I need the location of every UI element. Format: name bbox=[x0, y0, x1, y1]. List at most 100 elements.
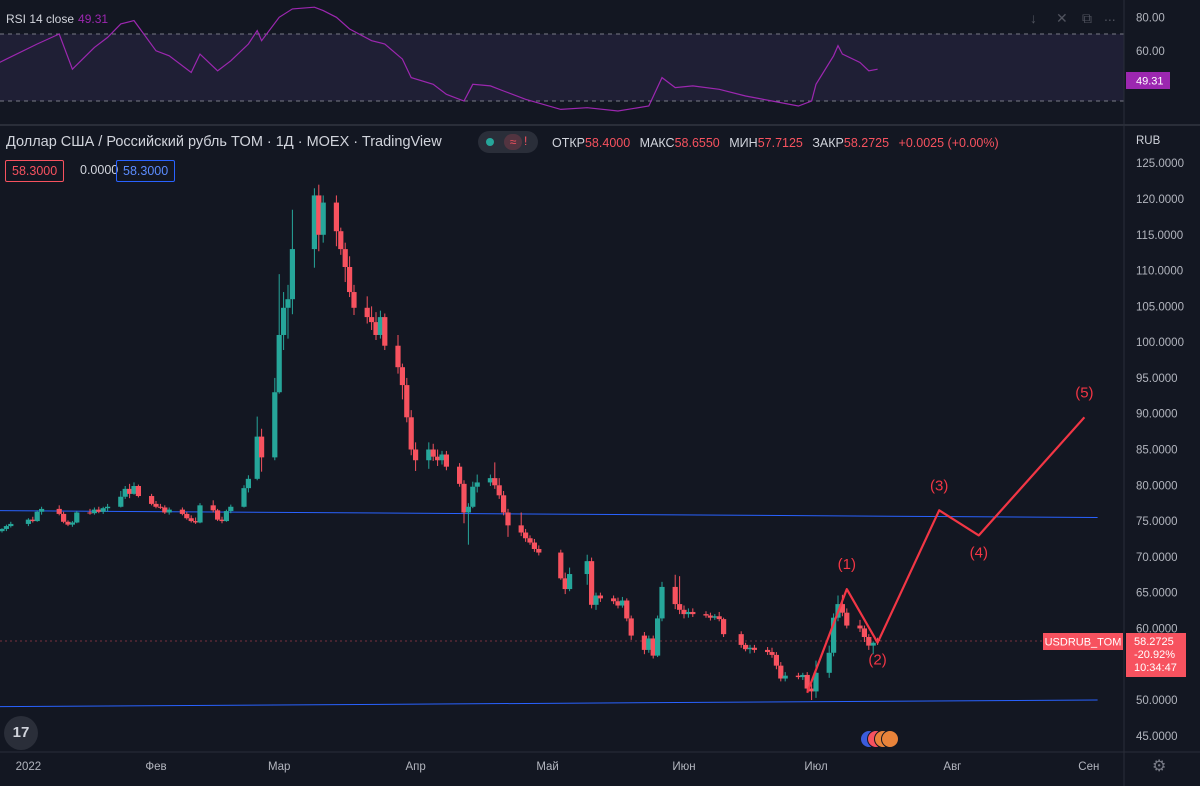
candle bbox=[289, 209, 295, 315]
candle-body bbox=[800, 674, 806, 678]
candle bbox=[34, 510, 40, 522]
wave-label: (3) bbox=[930, 477, 948, 494]
candle bbox=[351, 284, 357, 315]
candle-body bbox=[399, 367, 405, 386]
candle-body bbox=[430, 449, 436, 457]
candle bbox=[149, 493, 155, 506]
price-tick: 95.0000 bbox=[1136, 373, 1178, 385]
collapse-pane-icon[interactable]: ↓ bbox=[1030, 10, 1037, 26]
time-tick: Июл bbox=[804, 761, 827, 773]
candle-body bbox=[619, 600, 625, 606]
candle bbox=[333, 195, 339, 247]
candle-body bbox=[188, 518, 194, 522]
candle-body bbox=[738, 634, 744, 645]
candle-body bbox=[228, 506, 234, 512]
candle-body bbox=[474, 482, 480, 487]
candle bbox=[800, 672, 806, 680]
candle bbox=[399, 363, 405, 400]
candle bbox=[672, 574, 678, 610]
candle-body bbox=[34, 511, 40, 522]
candle-body bbox=[179, 509, 185, 514]
candle-body bbox=[351, 292, 357, 308]
candle bbox=[641, 632, 647, 655]
candle-body bbox=[769, 652, 775, 655]
candle bbox=[193, 517, 199, 524]
candle bbox=[443, 450, 449, 471]
candle bbox=[219, 516, 225, 524]
candle bbox=[395, 334, 401, 374]
candle bbox=[3, 524, 9, 532]
candle-body bbox=[773, 654, 779, 666]
close-pane-icon[interactable]: ✕ bbox=[1056, 10, 1068, 26]
candle bbox=[597, 592, 603, 602]
candle bbox=[184, 511, 190, 520]
candle bbox=[179, 507, 185, 516]
ohlc-open-value: 58.4000 bbox=[584, 136, 631, 150]
candle bbox=[866, 634, 872, 650]
candle-body bbox=[272, 392, 278, 458]
ohlc-open-label: ОТКР bbox=[552, 136, 585, 150]
candle bbox=[505, 508, 511, 537]
candle-body bbox=[672, 586, 678, 605]
candle-body bbox=[364, 307, 370, 318]
candle bbox=[100, 506, 106, 514]
candle bbox=[751, 644, 757, 653]
wave-projection: (1) (2) (3) (4) (5) bbox=[806, 384, 1094, 694]
candle-body bbox=[166, 509, 172, 513]
candle-body bbox=[857, 625, 863, 629]
warning-icon: ! bbox=[524, 134, 528, 148]
time-tick: Апр bbox=[405, 761, 425, 773]
candle bbox=[773, 652, 779, 670]
candle-body bbox=[276, 334, 282, 393]
candle-body bbox=[685, 611, 691, 615]
candle-body bbox=[157, 506, 163, 508]
candle bbox=[747, 644, 753, 654]
sell-price-box[interactable]: 58.3000 bbox=[5, 160, 65, 182]
candle-body bbox=[641, 635, 647, 650]
ohlc-high-value: 58.6550 bbox=[674, 136, 720, 150]
time-tick: Июн bbox=[672, 761, 695, 773]
candle-body bbox=[153, 503, 159, 507]
candle bbox=[91, 507, 97, 515]
symbol-tag-text: USDRUB_TOM bbox=[1045, 637, 1122, 649]
symbol-title[interactable]: Доллар США / Российский рубль TOM · 1Д ·… bbox=[6, 134, 442, 150]
candle bbox=[369, 306, 375, 330]
price-tick: 85.0000 bbox=[1136, 445, 1178, 457]
candle-body bbox=[127, 488, 133, 494]
buy-price-box[interactable]: 58.3000 bbox=[116, 160, 176, 182]
candle-body bbox=[523, 532, 529, 539]
maximize-pane-icon[interactable]: ⧉ bbox=[1082, 10, 1092, 26]
rsi-tick: 80.00 bbox=[1136, 12, 1165, 24]
candle bbox=[857, 619, 863, 633]
candle-body bbox=[408, 417, 414, 450]
candle bbox=[276, 274, 282, 394]
candle bbox=[281, 292, 287, 351]
candle-body bbox=[567, 574, 573, 590]
candle-body bbox=[721, 619, 727, 635]
candle-body bbox=[809, 688, 815, 692]
candle-body bbox=[518, 525, 524, 533]
rsi-title-value: 49.31 bbox=[78, 12, 109, 26]
tradingview-logo[interactable]: 17 bbox=[4, 716, 38, 750]
settings-gear-icon[interactable]: ⚙ bbox=[1152, 758, 1167, 775]
status-pill[interactable]: ≈ ! bbox=[478, 131, 538, 153]
candle bbox=[215, 508, 221, 522]
candle bbox=[496, 478, 502, 499]
candle-body bbox=[413, 449, 419, 461]
candle bbox=[228, 504, 234, 514]
candle bbox=[743, 642, 749, 652]
candle-body bbox=[426, 449, 432, 461]
candle-body bbox=[100, 508, 106, 512]
more-icon[interactable]: ... bbox=[1104, 8, 1116, 24]
candle bbox=[127, 483, 133, 499]
candle bbox=[615, 597, 621, 609]
candle bbox=[364, 296, 370, 324]
price-tick: 70.0000 bbox=[1136, 552, 1178, 564]
candle-body bbox=[813, 672, 819, 692]
rsi-line bbox=[0, 6, 878, 112]
candle-body bbox=[39, 508, 45, 512]
candle-body bbox=[373, 322, 379, 335]
candle-body bbox=[382, 317, 388, 346]
candle-body bbox=[0, 528, 5, 532]
